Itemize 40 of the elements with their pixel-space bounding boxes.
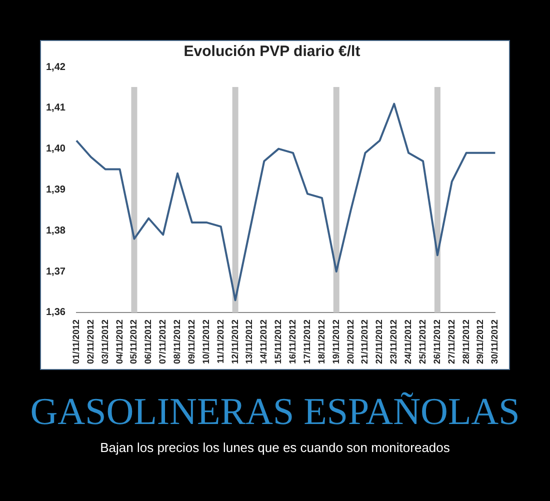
x-tick-label: 11/11/2012 (215, 319, 226, 364)
x-tick-label: 12/11/2012 (230, 319, 240, 364)
y-tick-label: 1,41 (46, 102, 66, 114)
x-tick-label: 22/11/2012 (374, 319, 384, 364)
x-tick-label: 17/11/2012 (302, 319, 312, 364)
y-tick-label: 1,42 (46, 62, 66, 73)
x-tick-label: 10/11/2012 (200, 319, 211, 364)
chart-title: Evolución PVP diario €/lt (184, 43, 360, 60)
x-tick-label: 25/11/2012 (417, 319, 428, 364)
x-tick-label: 26/11/2012 (432, 319, 442, 364)
y-tick-label: 1,39 (46, 184, 66, 196)
x-tick-label: 08/11/2012 (172, 319, 182, 364)
x-tick-label: 03/11/2012 (100, 319, 110, 364)
y-tick-label: 1,37 (46, 266, 66, 278)
x-tick-label: 02/11/2012 (85, 319, 96, 364)
x-tick-label: 19/11/2012 (330, 319, 341, 364)
x-tick-label: 21/11/2012 (360, 319, 370, 364)
text: GASOLINERAS ESPAÑOLAS (29, 390, 521, 434)
x-tick-label: 13/11/2012 (244, 319, 254, 364)
x-tick-label: 14/11/2012 (258, 319, 269, 364)
x-tick-label: 15/11/2012 (273, 319, 284, 364)
x-tick-label: 09/11/2012 (186, 319, 196, 364)
x-tick-label: 23/11/2012 (388, 319, 399, 364)
y-tick-label: 1,40 (46, 144, 66, 155)
x-tick-label: 29/11/2012 (475, 319, 486, 364)
x-tick-label: 04/11/2012 (114, 319, 124, 364)
x-tick-label: 07/11/2012 (158, 319, 168, 364)
x-tick-label: 05/11/2012 (128, 319, 139, 364)
x-tick-label: 24/11/2012 (403, 319, 414, 364)
x-tick-label: 18/11/2012 (316, 319, 326, 364)
x-tick-label: 28/11/2012 (460, 319, 471, 364)
x-tick-label: 06/11/2012 (143, 319, 154, 364)
text: Bajan los precios los lunes que es cuando son monitoreados (99, 440, 451, 455)
x-tick-label: 16/11/2012 (288, 319, 298, 364)
x-tick-label: 01/11/2012 (70, 319, 81, 364)
x-tick-label: 27/11/2012 (446, 319, 456, 364)
y-tick-label: 1,38 (46, 225, 66, 236)
y-tick-label: 1,36 (46, 307, 66, 318)
x-tick-label: 20/11/2012 (345, 319, 356, 364)
x-tick-label: 30/11/2012 (490, 319, 500, 364)
